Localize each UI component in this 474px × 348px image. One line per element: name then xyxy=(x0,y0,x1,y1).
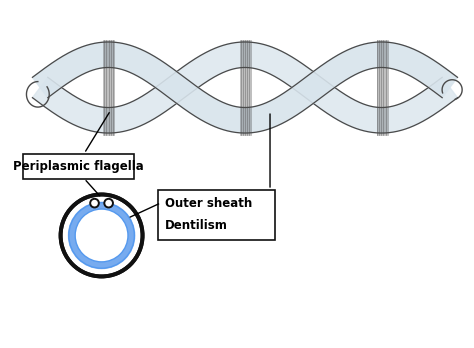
Circle shape xyxy=(75,209,128,262)
Bar xyxy=(158,190,274,240)
Bar xyxy=(23,153,134,179)
Text: Periplasmic flagella: Periplasmic flagella xyxy=(13,159,144,173)
Circle shape xyxy=(61,195,143,276)
Text: Dentilism: Dentilism xyxy=(165,220,228,232)
Circle shape xyxy=(69,203,134,268)
Polygon shape xyxy=(32,42,457,133)
Circle shape xyxy=(104,199,113,207)
Polygon shape xyxy=(32,42,457,133)
Circle shape xyxy=(90,199,99,207)
Text: Outer sheath: Outer sheath xyxy=(165,197,253,211)
